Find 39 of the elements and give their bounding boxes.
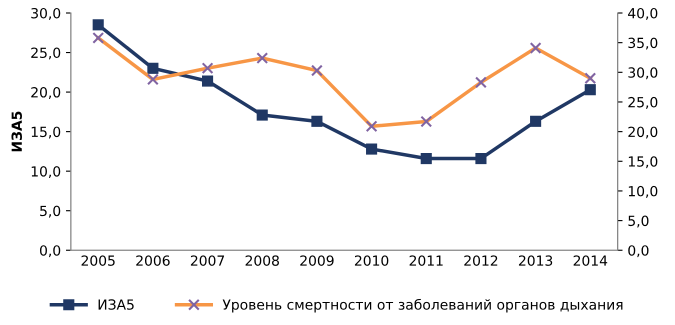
legend-label: Уровень смертности от заболеваний органов дыхания — [222, 298, 622, 312]
y-tick-label: 25,0 — [31, 48, 60, 60]
y2-tick-label: 10,0 — [628, 186, 658, 198]
y-tick-label: 15,0 — [32, 126, 60, 139]
point — [256, 109, 268, 121]
point — [92, 19, 104, 30]
x-tick-label: 2009 — [300, 255, 334, 266]
point — [202, 75, 214, 87]
x-tick-label: 2008 — [246, 255, 279, 266]
x-tick-label: 2013 — [518, 255, 552, 266]
point — [584, 84, 596, 96]
y-tick-label: 20,0 — [31, 87, 60, 99]
y-tick-label: 30,0 — [31, 8, 60, 20]
y-tick-label: 10,0 — [32, 166, 60, 178]
point — [311, 116, 322, 127]
y2-tick-label: 5,0 — [628, 216, 649, 228]
y-tick-label: 0,0 — [40, 245, 60, 258]
point — [475, 152, 486, 164]
x-tick-label: 2010 — [354, 255, 388, 266]
point — [420, 152, 432, 164]
y2-tick-label: 40,0 — [628, 8, 658, 20]
y2-tick-label: 0,0 — [628, 245, 649, 258]
y2-tick-label: 30,0 — [628, 67, 658, 80]
point — [147, 62, 158, 74]
legend-label: ИЗА5 — [98, 299, 134, 310]
x-tick-label: 2011 — [410, 255, 443, 266]
x-tick-label: 2007 — [190, 255, 224, 266]
y2-tick-label: 35,0 — [628, 38, 658, 50]
point — [366, 143, 378, 155]
y-axis-title: ИЗА5 — [11, 112, 22, 152]
x-tick-label: 2005 — [82, 255, 115, 266]
y2-tick-label: 20,0 — [628, 126, 658, 139]
point — [530, 116, 542, 127]
y-tick-label: 5,0 — [40, 206, 60, 218]
x-tick-label: 2012 — [464, 255, 498, 266]
x-tick-label: 2006 — [136, 255, 170, 266]
y2-tick-label: 25,0 — [628, 96, 658, 109]
y2-tick-label: 15,0 — [628, 156, 658, 168]
x-tick-label: 2014 — [574, 255, 608, 266]
